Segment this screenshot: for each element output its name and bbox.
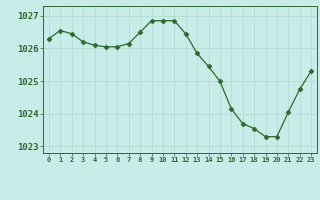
Text: Graphe pression niveau de la mer (hPa): Graphe pression niveau de la mer (hPa) bbox=[32, 183, 288, 193]
